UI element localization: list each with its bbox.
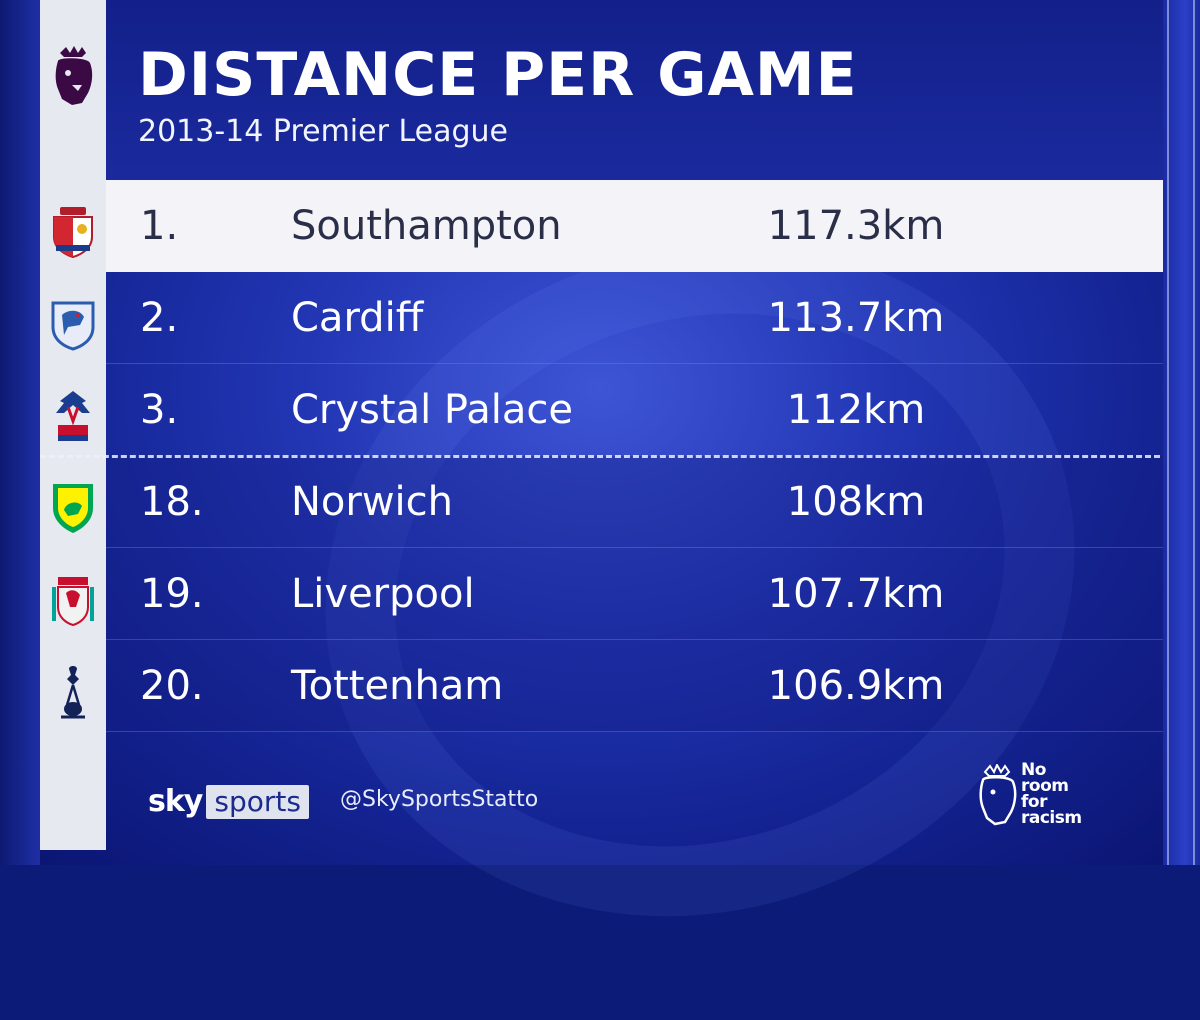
campaign-line: No [1021,760,1046,780]
norwich-crest-icon [40,462,106,554]
crystal-palace-crest-icon [40,370,106,462]
page-title: DISTANCE PER GAME [138,40,858,110]
table-row: 3. Crystal Palace 112km [106,364,1163,456]
campaign-line: racism [1021,808,1082,828]
row-team: Liverpool [291,571,475,617]
row-team: Southampton [291,203,562,249]
table-row: 2. Cardiff 113.7km [106,272,1163,364]
liverpool-crest-icon [40,554,106,646]
row-rank: 18. [140,479,204,525]
sky-sports-logo: sky sports [148,784,309,819]
row-distance: 106.9km [767,663,945,709]
campaign-line: room [1021,776,1069,796]
header-panel [106,0,1163,180]
tottenham-crest-icon [40,646,106,738]
row-distance: 112km [786,387,926,433]
row-distance: 113.7km [767,295,945,341]
row-rank: 19. [140,571,204,617]
premier-league-lion-icon [979,764,1017,826]
row-rank: 20. [140,663,204,709]
right-edge-panel [1163,0,1200,865]
dashed-divider [40,455,1160,458]
cardiff-crest-icon [40,278,106,370]
table-row: 19. Liverpool 107.7km [106,548,1163,640]
twitter-handle: @SkySportsStatto [340,787,539,812]
crest-strip [40,0,106,850]
row-rank: 2. [140,295,179,341]
table-row: 18. Norwich 108km [106,456,1163,548]
page-subtitle: 2013-14 Premier League [138,114,509,149]
row-rank: 3. [140,387,179,433]
table-row: 1. Southampton 117.3km [106,180,1163,272]
premier-league-lion-icon [40,30,106,122]
southampton-crest-icon [40,186,106,278]
row-team: Crystal Palace [291,387,573,433]
row-distance: 107.7km [767,571,945,617]
row-team: Norwich [291,479,454,525]
campaign-line: for [1021,792,1047,812]
no-room-for-racism-logo: No room for racism [975,762,1100,832]
sky-word: sky [148,784,203,819]
left-edge-panel [0,0,40,865]
table-row: 20. Tottenham 106.9km [106,640,1163,732]
sports-word: sports [206,784,309,819]
row-team: Cardiff [291,295,424,341]
row-distance: 117.3km [767,203,945,249]
row-team: Tottenham [291,663,504,709]
row-rank: 1. [140,203,179,249]
row-distance: 108km [786,479,926,525]
